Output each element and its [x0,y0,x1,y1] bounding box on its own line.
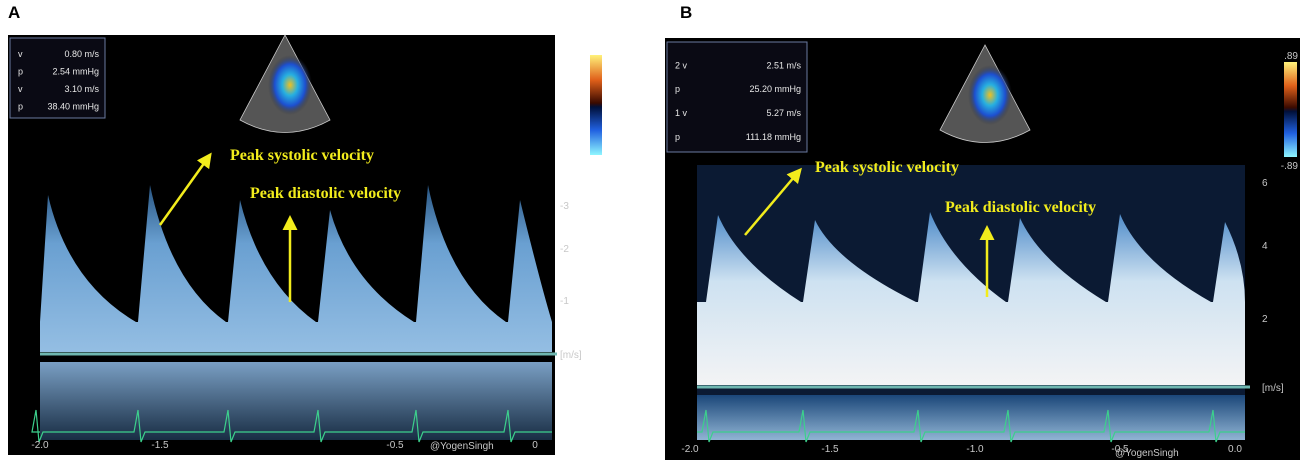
measurement-box [9,37,106,119]
systolic-arrow [158,152,212,226]
color-flow [968,65,1012,125]
doppler-spectrum [697,212,1245,385]
doppler-spectrum [40,185,552,352]
time-tick-label: 0 [532,440,538,451]
measurement-value: 2.54 mmHg [52,67,99,77]
color-scale-label: -.89 [1281,161,1299,172]
color-flow [268,55,312,115]
measurement-name: p [675,84,680,94]
reverse-spectrum [40,362,552,440]
color-bar [1284,62,1297,157]
time-tick-label: -2.0 [31,440,49,451]
diastolic-annotation: Peak diastolic velocity [250,185,401,202]
measurement-name: v [18,49,23,59]
time-tick-label: -0.5 [386,440,404,451]
color-bar [590,55,602,155]
velocity-tick-label: [m/s] [560,350,582,361]
velocity-tick-label: [m/s] [1262,383,1284,394]
velocity-tick-label: -2 [560,244,569,255]
velocity-tick-label: 2 [1262,314,1268,325]
ecg-trace [31,409,552,443]
measurement-value: 5.27 m/s [766,108,801,118]
time-tick-label: -1.5 [151,440,169,451]
measurement-name: v [18,84,23,94]
measurement-box [666,41,808,153]
measurement-value: 0.80 m/s [64,49,99,59]
time-tick-label: 0.0 [1228,444,1242,455]
panel-label: A [8,3,20,22]
systolic-annotation: Peak systolic velocity [230,147,374,164]
ecg-trace [697,409,1245,443]
measurement-value: 111.18 mmHg [746,132,801,142]
time-tick-label: -0.5 [1111,444,1129,455]
measurement-value: 25.20 mmHg [749,84,801,94]
velocity-tick-label: -3 [560,201,569,212]
time-tick-label: -2.0 [681,444,699,455]
panel-label: B [680,3,692,22]
watermark: @YogenSingh [430,441,494,452]
measurement-value: 38.40 mmHg [47,101,99,111]
watermark: @YogenSingh [1115,448,1179,459]
panel: B 2 v 2.51 m/s p 25.20 mmHg 1 v 5.27 m/s p 111.1… [665,3,1300,460]
reverse-spectrum [697,395,1245,440]
measurement-value: 3.10 m/s [64,84,99,94]
systolic-arrow [744,167,802,236]
diastolic-annotation: Peak diastolic velocity [945,199,1096,216]
velocity-tick-label: 4 [1262,241,1268,252]
systolic-annotation: Peak systolic velocity [815,159,959,176]
measurement-value: 2.51 m/s [766,60,801,70]
measurement-name: p [18,101,23,111]
measurement-name: p [18,67,23,77]
measurement-name: 1 v [675,108,688,118]
measurement-name: p [675,132,680,142]
time-tick-label: -1.0 [966,444,984,455]
measurement-name: 2 v [675,60,688,70]
velocity-tick-label: 6 [1262,178,1268,189]
panel: Av 0.80 m/s p 2.54 mmHg v 3.10 m/s p 38.40 mmHg… [8,3,602,455]
velocity-tick-label: -1 [560,296,569,307]
time-tick-label: -1.5 [821,444,839,455]
color-scale-label: .89 [1284,51,1298,62]
